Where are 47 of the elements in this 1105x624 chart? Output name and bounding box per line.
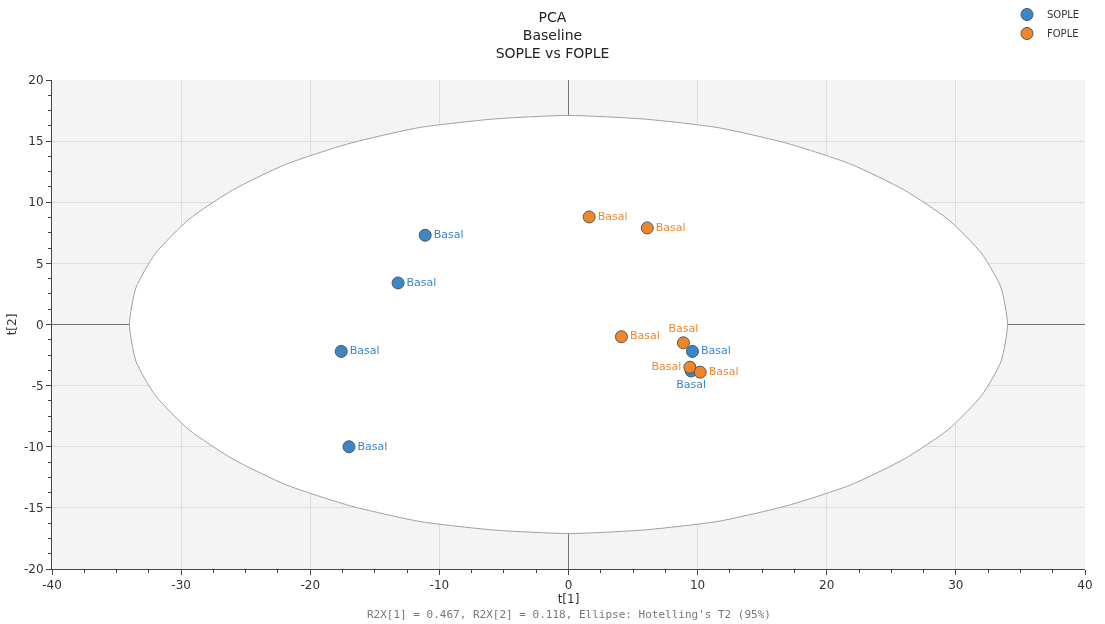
y-tick-label: -15 [23,501,44,516]
data-label: Basal [708,364,739,378]
data-label: Basal [349,344,380,358]
data-label: Basal [357,439,388,453]
point [685,344,699,358]
y-tick-label: 10 [28,195,44,210]
x-tick-label: -20 [300,578,321,593]
y-tick-label: 5 [35,256,44,271]
y-tick-label: -20 [23,562,44,577]
point [640,221,654,235]
x-tick-label: -10 [429,578,450,593]
data-label: Basal [597,209,628,223]
x-tick-label: 20 [819,578,835,593]
point [614,330,628,344]
x-tick-label: 0 [564,578,573,593]
legend-label: SOPLE [1047,9,1080,21]
data-label: Basal [406,275,437,289]
data-label: Basal [700,344,731,358]
y-tick-label: 20 [28,73,44,88]
data-label: Basal [668,321,699,335]
data-label: Basal [651,360,682,374]
x-tick-label: -30 [171,578,191,593]
point [334,344,348,358]
y-tick-label: 15 [28,134,44,149]
point [683,360,697,374]
x-tick-label: -40 [42,578,62,593]
point [342,440,356,454]
y-axis-title: t[2] [5,313,20,336]
legend-label: FOPLE [1047,28,1079,40]
data-label: Basal [433,228,464,242]
point [582,210,596,224]
y-tick-label: -10 [23,439,44,454]
chart-title: PCA Baseline SOPLE vs FOPLE [495,8,610,62]
x-tick-label: 40 [1077,578,1093,593]
x-axis-title: t[1] [557,592,580,607]
x-tick-label: 10 [689,578,706,593]
y-tick-label: 0 [35,317,44,332]
point [418,228,432,242]
x-tick-label: 30 [948,578,964,593]
point [693,365,707,379]
data-label: Basal [676,377,707,391]
data-label: Basal [629,329,660,343]
point [391,276,405,290]
point [676,336,690,350]
text: R2X[1] = 0.467, R2X[2] = 0.118, Ellipse: Hotelling's T2 (95%) [367,608,771,621]
y-tick-label: -5 [31,378,44,393]
data-label: Basal [655,220,686,234]
